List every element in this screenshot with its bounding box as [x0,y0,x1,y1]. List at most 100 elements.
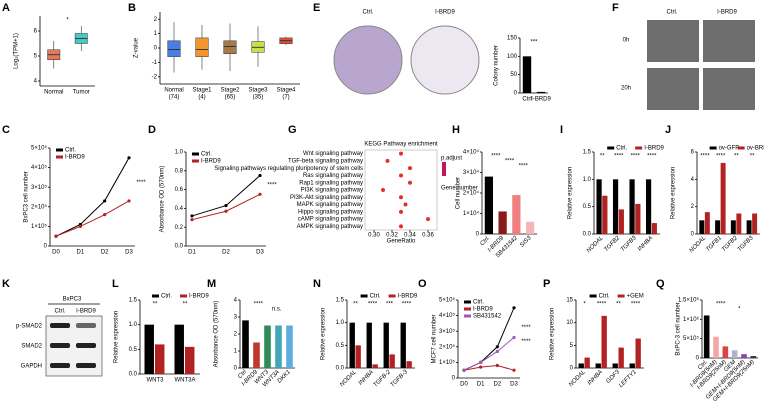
marker [512,368,516,372]
x-tick-count: (65) [225,95,236,101]
y-tick-label: 0.6 [175,187,184,193]
y-tick-label: 1.5×10⁶ [678,297,700,304]
y-tick-label: 0.8 [175,168,184,174]
marker [127,199,131,203]
significance: **** [519,164,529,170]
x-tick-label: 0.30 [368,233,380,239]
y-tick-label: 4×10⁵ [31,164,48,171]
panel-letter: O [418,278,427,290]
bar [750,356,757,358]
significance: **** [402,302,412,308]
significance: * [738,307,741,313]
x-axis-label: GeneRatio [387,239,416,245]
x-tick-label: 0.36 [422,233,434,239]
legend-swatch [388,294,396,298]
y-tick-label: 1×10⁴ [463,210,480,217]
bar [629,179,635,234]
x-tick-count: (4) [198,95,205,101]
y-tick-label: 1.0 [129,322,138,328]
x-tick-label: NODAL [689,235,708,254]
significance: **** [136,180,146,186]
bar [635,338,641,368]
band [76,363,96,368]
significance: ** [616,302,621,308]
panel-letter: G [288,124,297,136]
x-tick-label: TGFB2 [603,235,621,253]
significance: ** [353,302,358,308]
x-tick-label: Stage1 [192,88,212,94]
x-tick-label: D0 [460,382,468,388]
y-tick-label: 1.0 [583,177,592,183]
significance: **** [368,302,378,308]
y-axis-label: Absorbance OD (570nm) [160,166,166,233]
point [408,180,412,185]
bar [596,179,602,234]
legend-swatch [709,146,717,150]
y-tick-label: 1 [154,31,158,37]
color-bar [442,162,446,176]
line [55,200,130,237]
panel-letter: L [112,278,119,290]
y-axis-label: MCF7 cell number [432,314,438,363]
bar [484,176,493,234]
significance: **** [631,302,641,308]
x-tick-label: Ctrl [237,369,248,380]
band [50,343,70,348]
chart-title: KEGG Pathway enrichment [364,142,438,148]
panel-letter: H [452,124,460,136]
legend-label: I-BRD9 [65,155,85,161]
bar [612,179,619,234]
legend-swatch [635,146,643,150]
y-axis-label: BxPC-3 cell number [676,302,682,355]
bar [264,325,271,368]
legend-label: SB431542 [473,314,502,320]
y-tick-label: Signaling pathways regulating pluripoten… [214,166,363,172]
y-tick-label: 2×10⁵ [439,343,456,350]
bar [612,363,618,368]
bar [651,223,657,234]
x-tick-label: D1 [477,382,485,388]
y-tick-label: TGF-beta signaling pathway [288,158,363,164]
bar [400,322,406,368]
bar [736,213,742,234]
bar [730,220,736,234]
bar [389,354,395,368]
x-tick-count: (74) [169,95,180,101]
x-tick-label: D2 [493,382,501,388]
marker [54,234,58,238]
point [385,158,390,163]
legend-swatch [589,294,597,298]
legend-swatch [56,155,63,159]
marker [495,345,499,349]
image-label: I-BRD9 [435,10,455,16]
y-tick-label: 0 [691,232,695,238]
box [167,40,181,57]
significance: **** [521,325,531,331]
line [55,157,130,237]
legend-label: Ctrl. [473,300,484,306]
significance: *** [530,40,538,46]
y-tick-label: 10 [566,320,573,326]
marker [258,173,262,178]
x-tick-label: WNT3A [175,378,196,384]
point [408,166,412,171]
y-tick-label: 3×10⁵ [439,328,456,335]
y-tick-label: 4 [691,177,695,183]
bar [253,342,260,368]
y-tick-label: PI3K-Akt signaling pathway [290,195,363,201]
significance: ** [153,302,158,308]
bar [602,195,608,234]
y-tick-label: Rap1 signaling pathway [299,180,363,186]
point [399,224,403,229]
row-label: 20h [621,86,631,92]
significance: **** [597,302,607,308]
legend-label: I-BRD9 [189,294,209,300]
y-tick-label: 4 [34,79,38,85]
y-tick-label: 15 [566,298,573,304]
legend-swatch [464,314,471,318]
significance: *** [386,302,394,308]
marker [495,349,499,354]
x-tick-label: TGFB-3 [390,369,410,389]
bar [383,322,389,368]
plot-frame [364,149,438,231]
